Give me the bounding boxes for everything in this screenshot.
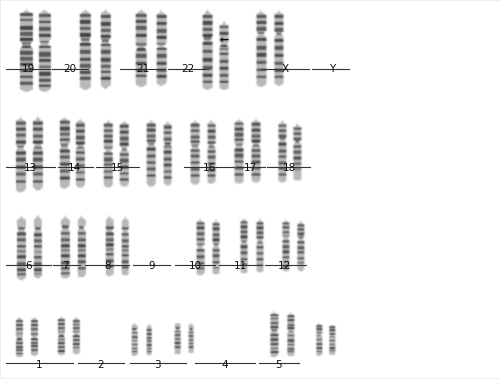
Text: 17: 17 [244, 163, 256, 172]
Text: ←: ← [220, 35, 229, 45]
Text: 1: 1 [36, 360, 43, 370]
Text: 21: 21 [136, 64, 149, 74]
Text: 10: 10 [188, 261, 202, 271]
Text: 2: 2 [97, 360, 103, 370]
Text: X: X [282, 64, 288, 74]
Text: 18: 18 [284, 163, 296, 172]
Text: 7: 7 [62, 261, 69, 271]
Text: 13: 13 [24, 163, 37, 172]
Text: 16: 16 [202, 163, 215, 172]
Text: 14: 14 [68, 163, 81, 172]
Text: 12: 12 [278, 261, 291, 271]
Text: 4: 4 [222, 360, 228, 370]
Text: 3: 3 [154, 360, 161, 370]
Text: 11: 11 [234, 261, 246, 271]
Text: Y: Y [329, 64, 336, 74]
Text: 22: 22 [181, 64, 194, 74]
Text: 9: 9 [148, 261, 154, 271]
Text: 5: 5 [276, 360, 282, 370]
Text: 19: 19 [22, 64, 35, 74]
Text: 20: 20 [63, 64, 76, 74]
Text: 15: 15 [111, 163, 124, 172]
Text: 8: 8 [104, 261, 111, 271]
Text: 6: 6 [25, 261, 32, 271]
